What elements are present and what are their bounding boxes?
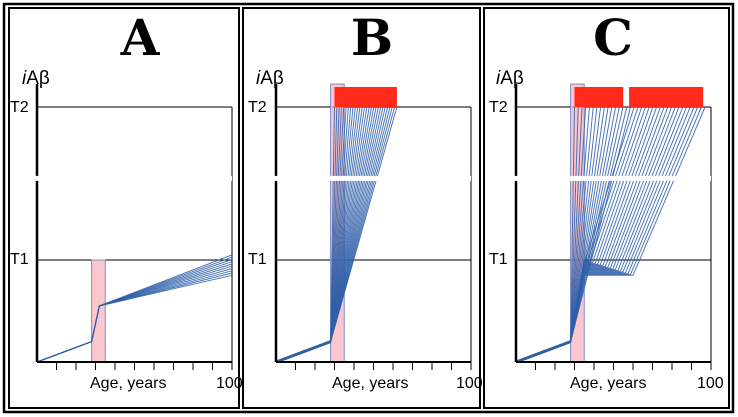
panel-b-red-bar-0 xyxy=(334,87,397,107)
panel-c-trajectory-4 xyxy=(570,106,590,342)
panel-c-trajectory-8 xyxy=(570,106,605,342)
panel-c-trajectory-2 xyxy=(570,106,583,342)
panel-a: A iAβ T2 T1 Age, years 100 xyxy=(8,7,243,409)
panel-b-x-max-label: 100 xyxy=(456,375,483,392)
panel-a-x-max-label: 100 xyxy=(216,375,243,392)
panel-c-red-bar-1 xyxy=(629,87,704,107)
panel-c-trajectory-0 xyxy=(570,106,575,342)
panel-a-ylabel-main: Aβ xyxy=(26,68,50,89)
panel-c-ylabel-main: Aβ xyxy=(500,68,524,89)
panel-c-t1-label: T1 xyxy=(489,251,508,268)
panel-c-trajectory-7 xyxy=(570,106,602,342)
panel-a-axis-break xyxy=(29,175,232,181)
panel-a-t2-label: T2 xyxy=(10,99,29,116)
panel-b-plot xyxy=(268,83,472,370)
panel-a-frame xyxy=(8,7,240,409)
panel-a-ylabel-prefix: i xyxy=(22,68,27,89)
panel-a-t1-label: T1 xyxy=(10,251,29,268)
panel-b-t1-label: T1 xyxy=(248,251,267,268)
panel-c-red-bar-0 xyxy=(574,87,624,107)
panel-a-xlabel: Age, years xyxy=(90,375,166,392)
panel-b: B iAβ T2 T1 Age, years 100 xyxy=(242,7,483,409)
panel-a-trajectory-9 xyxy=(36,254,233,363)
panel-b-baseline-segment xyxy=(275,340,332,364)
panel-c-letter: C xyxy=(593,8,633,67)
panel-c-frame xyxy=(483,7,730,409)
panel-b-y-axis-break xyxy=(273,175,279,181)
panel-c-ylabel-prefix: i xyxy=(496,68,501,89)
panel-c-ylabel: iAβ xyxy=(496,68,524,89)
panel-c-x-max-label: 100 xyxy=(697,375,724,392)
panel-c-axis-break xyxy=(508,175,711,181)
panel-b-ylabel: iAβ xyxy=(256,68,284,89)
panel-a-plot xyxy=(29,84,233,370)
panel-b-ylabel-prefix: i xyxy=(256,68,261,89)
panel-c-trajectory-3 xyxy=(570,106,587,342)
panel-c: C iAβ T2 T1 Age, years 100 xyxy=(483,7,730,409)
panel-a-y-axis-break xyxy=(34,175,40,181)
panel-c-y-axis-break xyxy=(513,175,519,181)
panel-c-trajectory-1 xyxy=(570,106,579,342)
panel-a-ylabel: iAβ xyxy=(22,68,50,89)
panel-c-trajectory-14 xyxy=(570,106,628,342)
panel-c-baseline-segment xyxy=(515,340,572,364)
panel-c-trajectory-5 xyxy=(570,106,594,342)
panel-b-trajectory-27 xyxy=(330,106,398,342)
panel-c-plot xyxy=(508,83,712,370)
panel-c-xlabel: Age, years xyxy=(570,375,646,392)
panel-b-frame xyxy=(242,7,481,409)
panel-c-trajectory-6 xyxy=(570,106,598,342)
panel-b-letter: B xyxy=(351,8,393,67)
panel-c-t2-label: T2 xyxy=(489,99,508,116)
panel-b-ylabel-main: Aβ xyxy=(260,68,284,89)
panel-b-t2-label: T2 xyxy=(248,99,267,116)
panel-c-trajectory-15 xyxy=(570,106,631,342)
panel-a-letter: A xyxy=(120,8,161,67)
panel-b-axis-break xyxy=(268,175,471,181)
panel-c-trajectory-35 xyxy=(570,106,706,342)
panel-b-xlabel: Age, years xyxy=(332,375,408,392)
